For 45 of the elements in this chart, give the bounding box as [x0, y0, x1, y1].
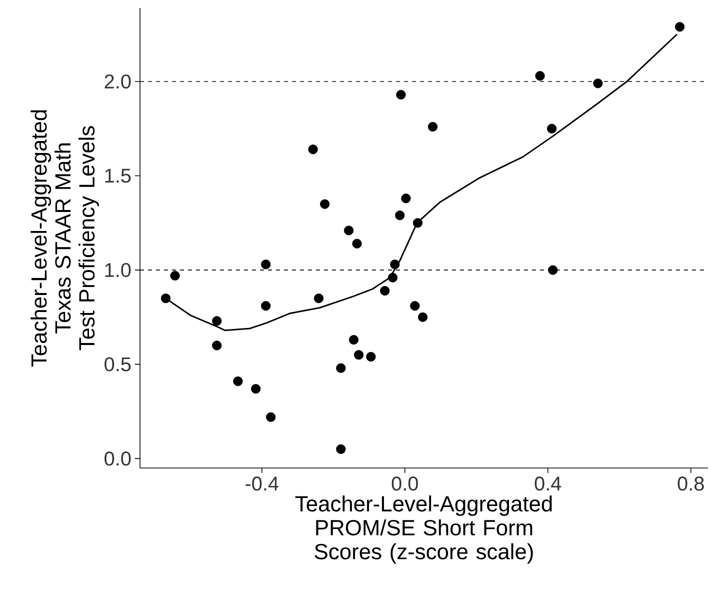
point [548, 265, 558, 275]
point [535, 71, 545, 81]
y-tick-label: 2.0 [104, 74, 131, 89]
point [401, 194, 411, 204]
x-tick-label: -0.4 [246, 476, 278, 491]
point [388, 272, 398, 282]
x-tick-label: 0.0 [392, 476, 418, 491]
point [336, 363, 346, 373]
point [212, 316, 222, 326]
y-tick-label: 1.0 [105, 263, 131, 278]
y-axis-title: Teacher-Level-Aggregated Texas STAAR Math Test Proficiency Levels [30, 110, 99, 367]
point [546, 124, 557, 134]
point [412, 218, 423, 228]
x-tick-label: 0.4 [534, 476, 562, 491]
point [160, 294, 171, 304]
point [344, 226, 354, 236]
point [380, 286, 390, 296]
point [395, 210, 405, 220]
point [396, 90, 406, 100]
point [314, 294, 324, 304]
point [251, 384, 261, 394]
point [348, 335, 359, 345]
point [428, 122, 438, 132]
point [308, 144, 318, 154]
point [354, 350, 364, 360]
point [390, 260, 400, 270]
point [352, 238, 362, 248]
x-tick-label: 0.8 [678, 476, 704, 491]
point [366, 352, 376, 362]
y-tick-label: 0.0 [104, 452, 131, 466]
point [261, 301, 271, 311]
point [233, 376, 243, 386]
point [212, 340, 222, 350]
point [261, 260, 271, 270]
point [418, 312, 428, 322]
point [410, 301, 420, 311]
y-tick-label: 1.5 [105, 168, 131, 183]
point [674, 22, 685, 32]
point [320, 199, 330, 209]
point [336, 444, 346, 454]
x-axis-title: Teacher-Level-Aggregated PROM/SE Short Form Scores (z-score scale) [295, 495, 552, 564]
point [170, 270, 180, 280]
y-tick-label: 0.5 [104, 357, 131, 372]
point [593, 78, 603, 88]
point [266, 412, 276, 422]
